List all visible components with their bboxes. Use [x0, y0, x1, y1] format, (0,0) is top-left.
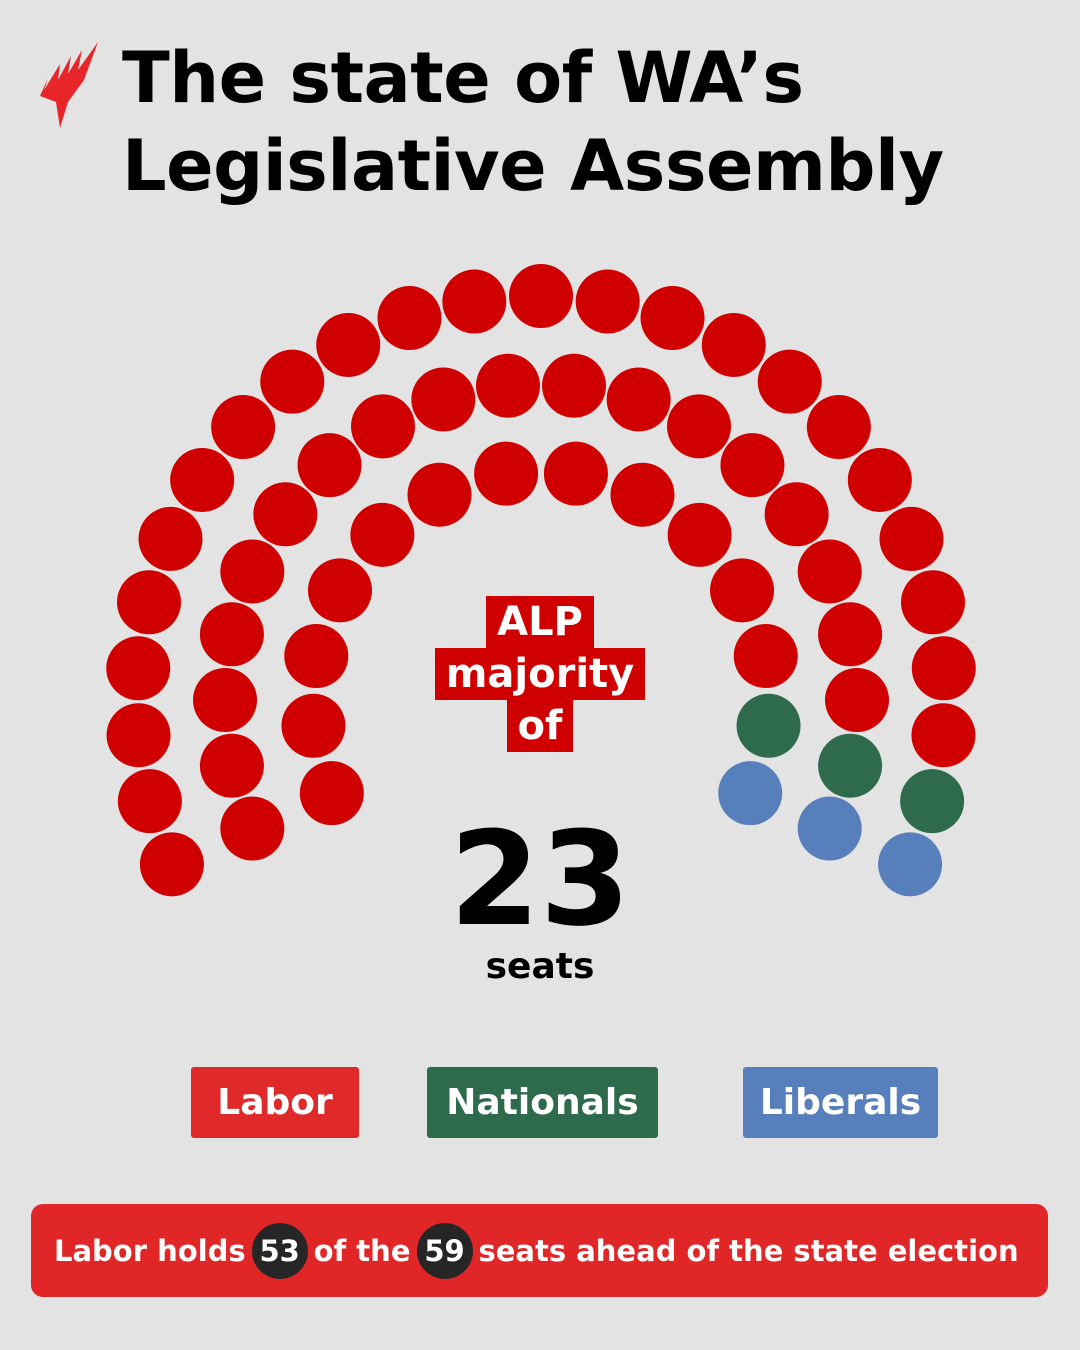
- seat-labor: [911, 636, 976, 701]
- seat-labor: [199, 602, 264, 667]
- held-seats-badge: 53: [251, 1222, 308, 1279]
- seat-labor: [543, 441, 608, 506]
- seat-labor: [170, 447, 235, 512]
- seat-labor: [509, 264, 573, 328]
- seat-labor: [117, 570, 182, 635]
- seat-labor: [199, 733, 264, 798]
- legend-liberals: Liberals: [743, 1067, 938, 1138]
- seat-labor: [542, 353, 607, 418]
- seat-labor: [220, 796, 285, 861]
- seat-nationals: [736, 693, 801, 758]
- seat-labor: [284, 624, 349, 689]
- legend-labor: Labor: [191, 1067, 359, 1138]
- majority-value: 23: [449, 803, 631, 955]
- summary-text-1: Labor holds: [54, 1233, 246, 1268]
- seat-labor: [253, 482, 318, 547]
- seat-labor: [106, 636, 171, 701]
- seat-labor: [117, 769, 182, 834]
- seat-labor: [377, 286, 442, 351]
- seat-labor: [825, 668, 889, 732]
- seat-labor: [474, 441, 539, 506]
- seat-labor: [316, 312, 381, 377]
- summary-banner: Labor holds 53 of the 59 seats ahead of …: [31, 1204, 1048, 1297]
- seat-labor: [220, 539, 285, 604]
- summary-text-2: of the: [313, 1233, 411, 1268]
- total-seats-badge: 59: [416, 1222, 473, 1279]
- seat-labor: [847, 447, 912, 512]
- seat-labor: [106, 703, 171, 768]
- seat-labor: [575, 269, 640, 334]
- seat-labor: [351, 394, 415, 459]
- seat-liberals: [878, 832, 943, 897]
- seat-labor: [260, 349, 325, 414]
- seat-labor: [667, 394, 731, 459]
- seat-labor: [900, 570, 965, 635]
- seat-labor: [411, 367, 476, 432]
- seat-labor: [911, 703, 976, 768]
- seat-labor: [720, 433, 785, 498]
- seat-labor: [818, 602, 883, 667]
- seat-labor: [297, 433, 362, 498]
- majority-unit: seats: [485, 946, 595, 987]
- seat-labor: [307, 558, 372, 623]
- seat-labor: [442, 269, 507, 334]
- legend-nationals: Nationals: [427, 1067, 658, 1138]
- seat-labor: [710, 558, 775, 623]
- seat-nationals: [900, 769, 965, 834]
- seat-labor: [640, 286, 705, 351]
- seat-labor: [701, 312, 766, 377]
- seat-labor: [764, 482, 829, 547]
- seat-labor: [733, 624, 798, 689]
- parliament-seat-chart: [106, 264, 976, 897]
- seat-labor: [211, 395, 276, 460]
- seat-labor: [879, 506, 944, 571]
- seat-liberals: [718, 761, 783, 826]
- seat-labor: [139, 832, 204, 897]
- summary-text-3: seats ahead of the state election: [478, 1233, 1019, 1268]
- seat-labor: [407, 462, 472, 527]
- sbs-logo-icon: [40, 42, 98, 128]
- majority-line-2: majority: [434, 648, 646, 700]
- majority-label: ALP majority of: [0, 596, 1080, 752]
- seat-liberals: [797, 796, 862, 861]
- title-line-2: Legislative Assembly: [122, 125, 944, 207]
- majority-line-3: of: [506, 700, 574, 752]
- seat-labor: [667, 502, 732, 567]
- majority-line-1: ALP: [486, 596, 594, 648]
- seat-labor: [193, 668, 257, 732]
- seat-labor: [350, 502, 415, 567]
- seat-labor: [610, 462, 675, 527]
- seat-labor: [757, 349, 822, 414]
- seat-labor: [606, 367, 671, 432]
- seat-labor: [806, 395, 871, 460]
- seat-labor: [138, 506, 203, 571]
- seat-labor: [475, 353, 540, 418]
- page-title: The state of WA’s Legislative Assembly: [122, 34, 944, 210]
- majority-value-block: 23 seats: [0, 803, 1080, 989]
- seat-nationals: [818, 733, 883, 798]
- seat-labor: [797, 539, 862, 604]
- title-line-1: The state of WA’s: [122, 37, 804, 119]
- seat-labor: [281, 693, 346, 758]
- seat-labor: [299, 761, 364, 826]
